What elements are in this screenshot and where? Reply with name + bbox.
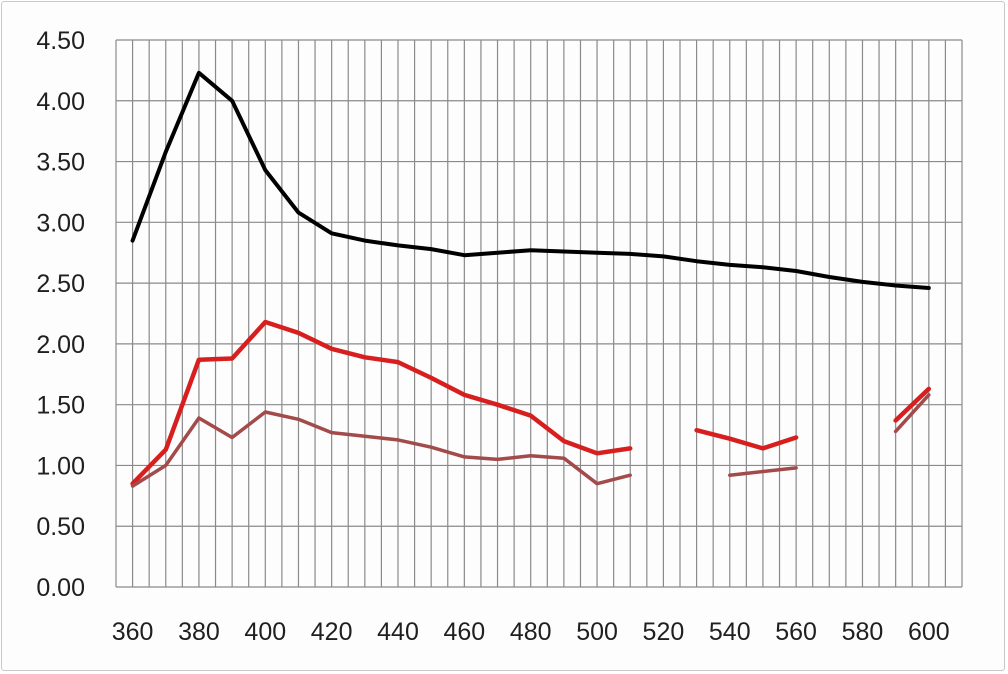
series-3-line-segment-3	[893, 393, 931, 434]
series-2-line-segment-2	[694, 427, 799, 451]
x-tick-label: 540	[709, 618, 751, 646]
y-tick-label: 2.50	[36, 270, 85, 298]
x-tick-label: 420	[311, 618, 353, 646]
x-tick-label: 400	[244, 618, 286, 646]
y-tick-label: 2.00	[36, 331, 85, 359]
x-axis-tick-labels: 360 380 400 420 440 460 480 500 520 540 560 580 600	[112, 618, 950, 646]
y-tick-label: 3.00	[36, 209, 85, 237]
y-axis-tick-labels: 0.00 0.50 1.00 1.50 2.00 2.50 3.00 3.50 4.00 4.50	[36, 27, 85, 602]
x-tick-label: 380	[178, 618, 220, 646]
x-tick-label: 440	[377, 618, 419, 646]
x-tick-label: 560	[775, 618, 817, 646]
x-tick-label: 480	[510, 618, 552, 646]
y-tick-label: 1.00	[36, 452, 85, 480]
series-3-line-segment-2	[728, 466, 798, 477]
y-tick-label: 3.50	[36, 149, 85, 177]
x-tick-label: 580	[842, 618, 884, 646]
x-tick-label: 500	[576, 618, 618, 646]
series-2-line-segment-3	[893, 386, 932, 423]
y-tick-label: 0.50	[36, 513, 85, 541]
y-tick-label: 4.00	[36, 88, 85, 116]
y-tick-label: 0.00	[36, 574, 85, 602]
x-tick-label: 460	[443, 618, 485, 646]
series-2-line-segment-1	[130, 319, 633, 486]
y-tick-label: 1.50	[36, 392, 85, 420]
x-tick-label: 600	[908, 618, 950, 646]
y-tick-label: 4.50	[36, 27, 85, 55]
x-tick-label: 360	[112, 618, 154, 646]
series-1-line-segment-1	[130, 70, 931, 290]
series-lines	[130, 70, 932, 488]
x-tick-label: 520	[643, 618, 685, 646]
series-3-line-segment-1	[130, 410, 632, 488]
